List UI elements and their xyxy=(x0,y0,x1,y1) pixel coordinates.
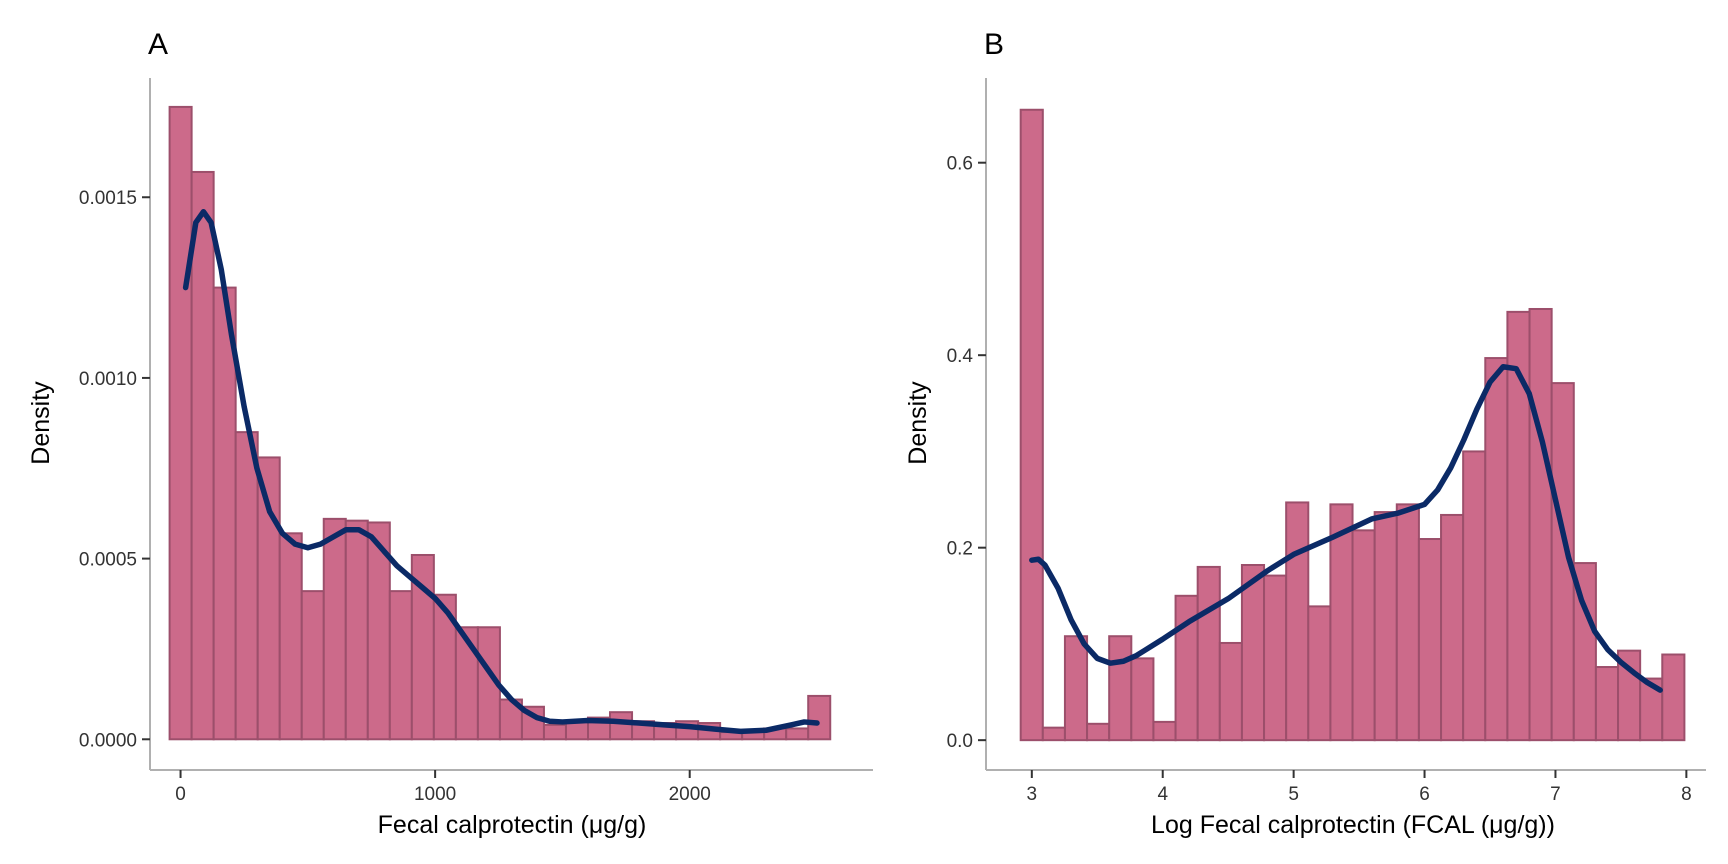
panel-a-bar-10 xyxy=(388,590,413,741)
panel-b-bar-10 xyxy=(1240,564,1266,742)
panel-b-density xyxy=(1029,363,1663,693)
panel-b-x-tick-label-0: 3 xyxy=(1027,784,1038,805)
panel-b-bar-29 xyxy=(1661,653,1686,742)
panel-b-bar-5 xyxy=(1130,657,1155,742)
panel-a-x-axis-title: Fecal calprotectin (μg/g) xyxy=(378,811,647,839)
panel-b-bar-20 xyxy=(1462,450,1487,742)
panel-b-bar-18 xyxy=(1417,538,1443,742)
panel-a-bar-1 xyxy=(190,170,215,741)
panel-b-bar-2 xyxy=(1063,635,1089,742)
panel-b-bar-4 xyxy=(1108,635,1133,742)
panel-b-bar-11 xyxy=(1263,574,1288,742)
panel-b-bar-1 xyxy=(1041,726,1066,742)
panel-a: A 0.0000 0.0005 0.0010 0.0015 0 1000 2000 Feca… xyxy=(27,28,873,839)
panel-b-bars xyxy=(1019,108,1686,742)
panel-b-x-axis-title: Log Fecal calprotectin (FCAL (μg/g)) xyxy=(1151,811,1555,839)
panel-b-bar-23 xyxy=(1528,307,1553,742)
panel-a-bar-17 xyxy=(542,723,567,741)
panel-a-density-line xyxy=(182,208,820,735)
panel-b-y-tick-label-3: 0.6 xyxy=(947,154,973,175)
panel-b-x-tick-label-4: 7 xyxy=(1550,784,1561,805)
panel-a-axes: 0.0000 0.0005 0.0010 0.0015 0 1000 2000 xyxy=(79,78,873,805)
panel-b-x-tick-label-5: 8 xyxy=(1681,784,1692,805)
panel-b-x-tick-label-2: 5 xyxy=(1288,784,1299,805)
panel-b-bar-25 xyxy=(1572,562,1597,742)
panel-b-x-tick-label-3: 6 xyxy=(1419,784,1430,805)
panel-b-axes: 0.0 0.2 0.4 0.6 3 4 5 6 7 8 xyxy=(947,78,1706,805)
panel-b-y-axis-title: Density xyxy=(904,381,932,465)
panel-b-bar-19 xyxy=(1440,513,1465,742)
panel-b-bar-15 xyxy=(1351,529,1376,742)
panel-b-bar-0 xyxy=(1019,108,1044,742)
panel-a-x-tick-label-2: 2000 xyxy=(669,784,711,805)
panel-a-bar-3 xyxy=(234,431,259,741)
panel-b-bar-26 xyxy=(1594,666,1620,742)
panel-a-bar-8 xyxy=(344,519,369,741)
panel-b-bar-12 xyxy=(1285,501,1310,742)
panel-b-bar-16 xyxy=(1373,511,1398,742)
panel-a-bar-5 xyxy=(278,532,303,741)
panel-a-bar-7 xyxy=(322,517,347,741)
panel-a-bar-28 xyxy=(785,727,810,741)
panel-a-y-axis-title: Density xyxy=(27,381,55,465)
panel-a-y-tick-label-1: 0.0005 xyxy=(79,550,137,571)
panel-a-y-tick-label-0: 0.0000 xyxy=(79,730,137,751)
panel-a-label: A xyxy=(148,28,168,61)
panel-a-bars xyxy=(168,105,832,741)
panel-b-bar-21 xyxy=(1484,357,1509,742)
panel-a-bar-6 xyxy=(300,590,325,741)
panel-a-x-tick-label-1: 1000 xyxy=(414,784,456,805)
panel-b-label: B xyxy=(984,28,1004,61)
panel-a-bar-0 xyxy=(168,105,193,741)
panel-a-x-tick-label-0: 0 xyxy=(175,784,186,805)
panel-b-y-tick-label-1: 0.2 xyxy=(947,539,973,560)
panel-b-bar-13 xyxy=(1307,605,1332,742)
panel-b-bar-6 xyxy=(1152,720,1177,742)
panel-b-x-tick-label-1: 4 xyxy=(1157,784,1168,805)
panel-a-y-tick-label-3: 0.0015 xyxy=(79,188,137,209)
panel-b-bar-9 xyxy=(1218,641,1243,742)
panel-b-y-tick-label-2: 0.4 xyxy=(947,346,974,367)
panel-a-density xyxy=(182,208,820,735)
panel-a-bar-29 xyxy=(807,694,832,741)
panel-b-bar-17 xyxy=(1395,503,1420,742)
panel-b-y-tick-label-0: 0.0 xyxy=(947,731,973,752)
panel-b: B 0.0 0.2 0.4 0.6 3 4 5 6 7 8 Log Fecal calprotec… xyxy=(904,28,1706,839)
panel-a-y-tick-label-2: 0.0010 xyxy=(79,369,137,390)
panel-b-bar-24 xyxy=(1550,382,1575,742)
panel-b-bar-3 xyxy=(1086,722,1111,742)
panel-a-bar-20 xyxy=(609,711,634,741)
panel-b-density-line xyxy=(1029,363,1663,693)
panel-b-bar-8 xyxy=(1196,565,1221,742)
